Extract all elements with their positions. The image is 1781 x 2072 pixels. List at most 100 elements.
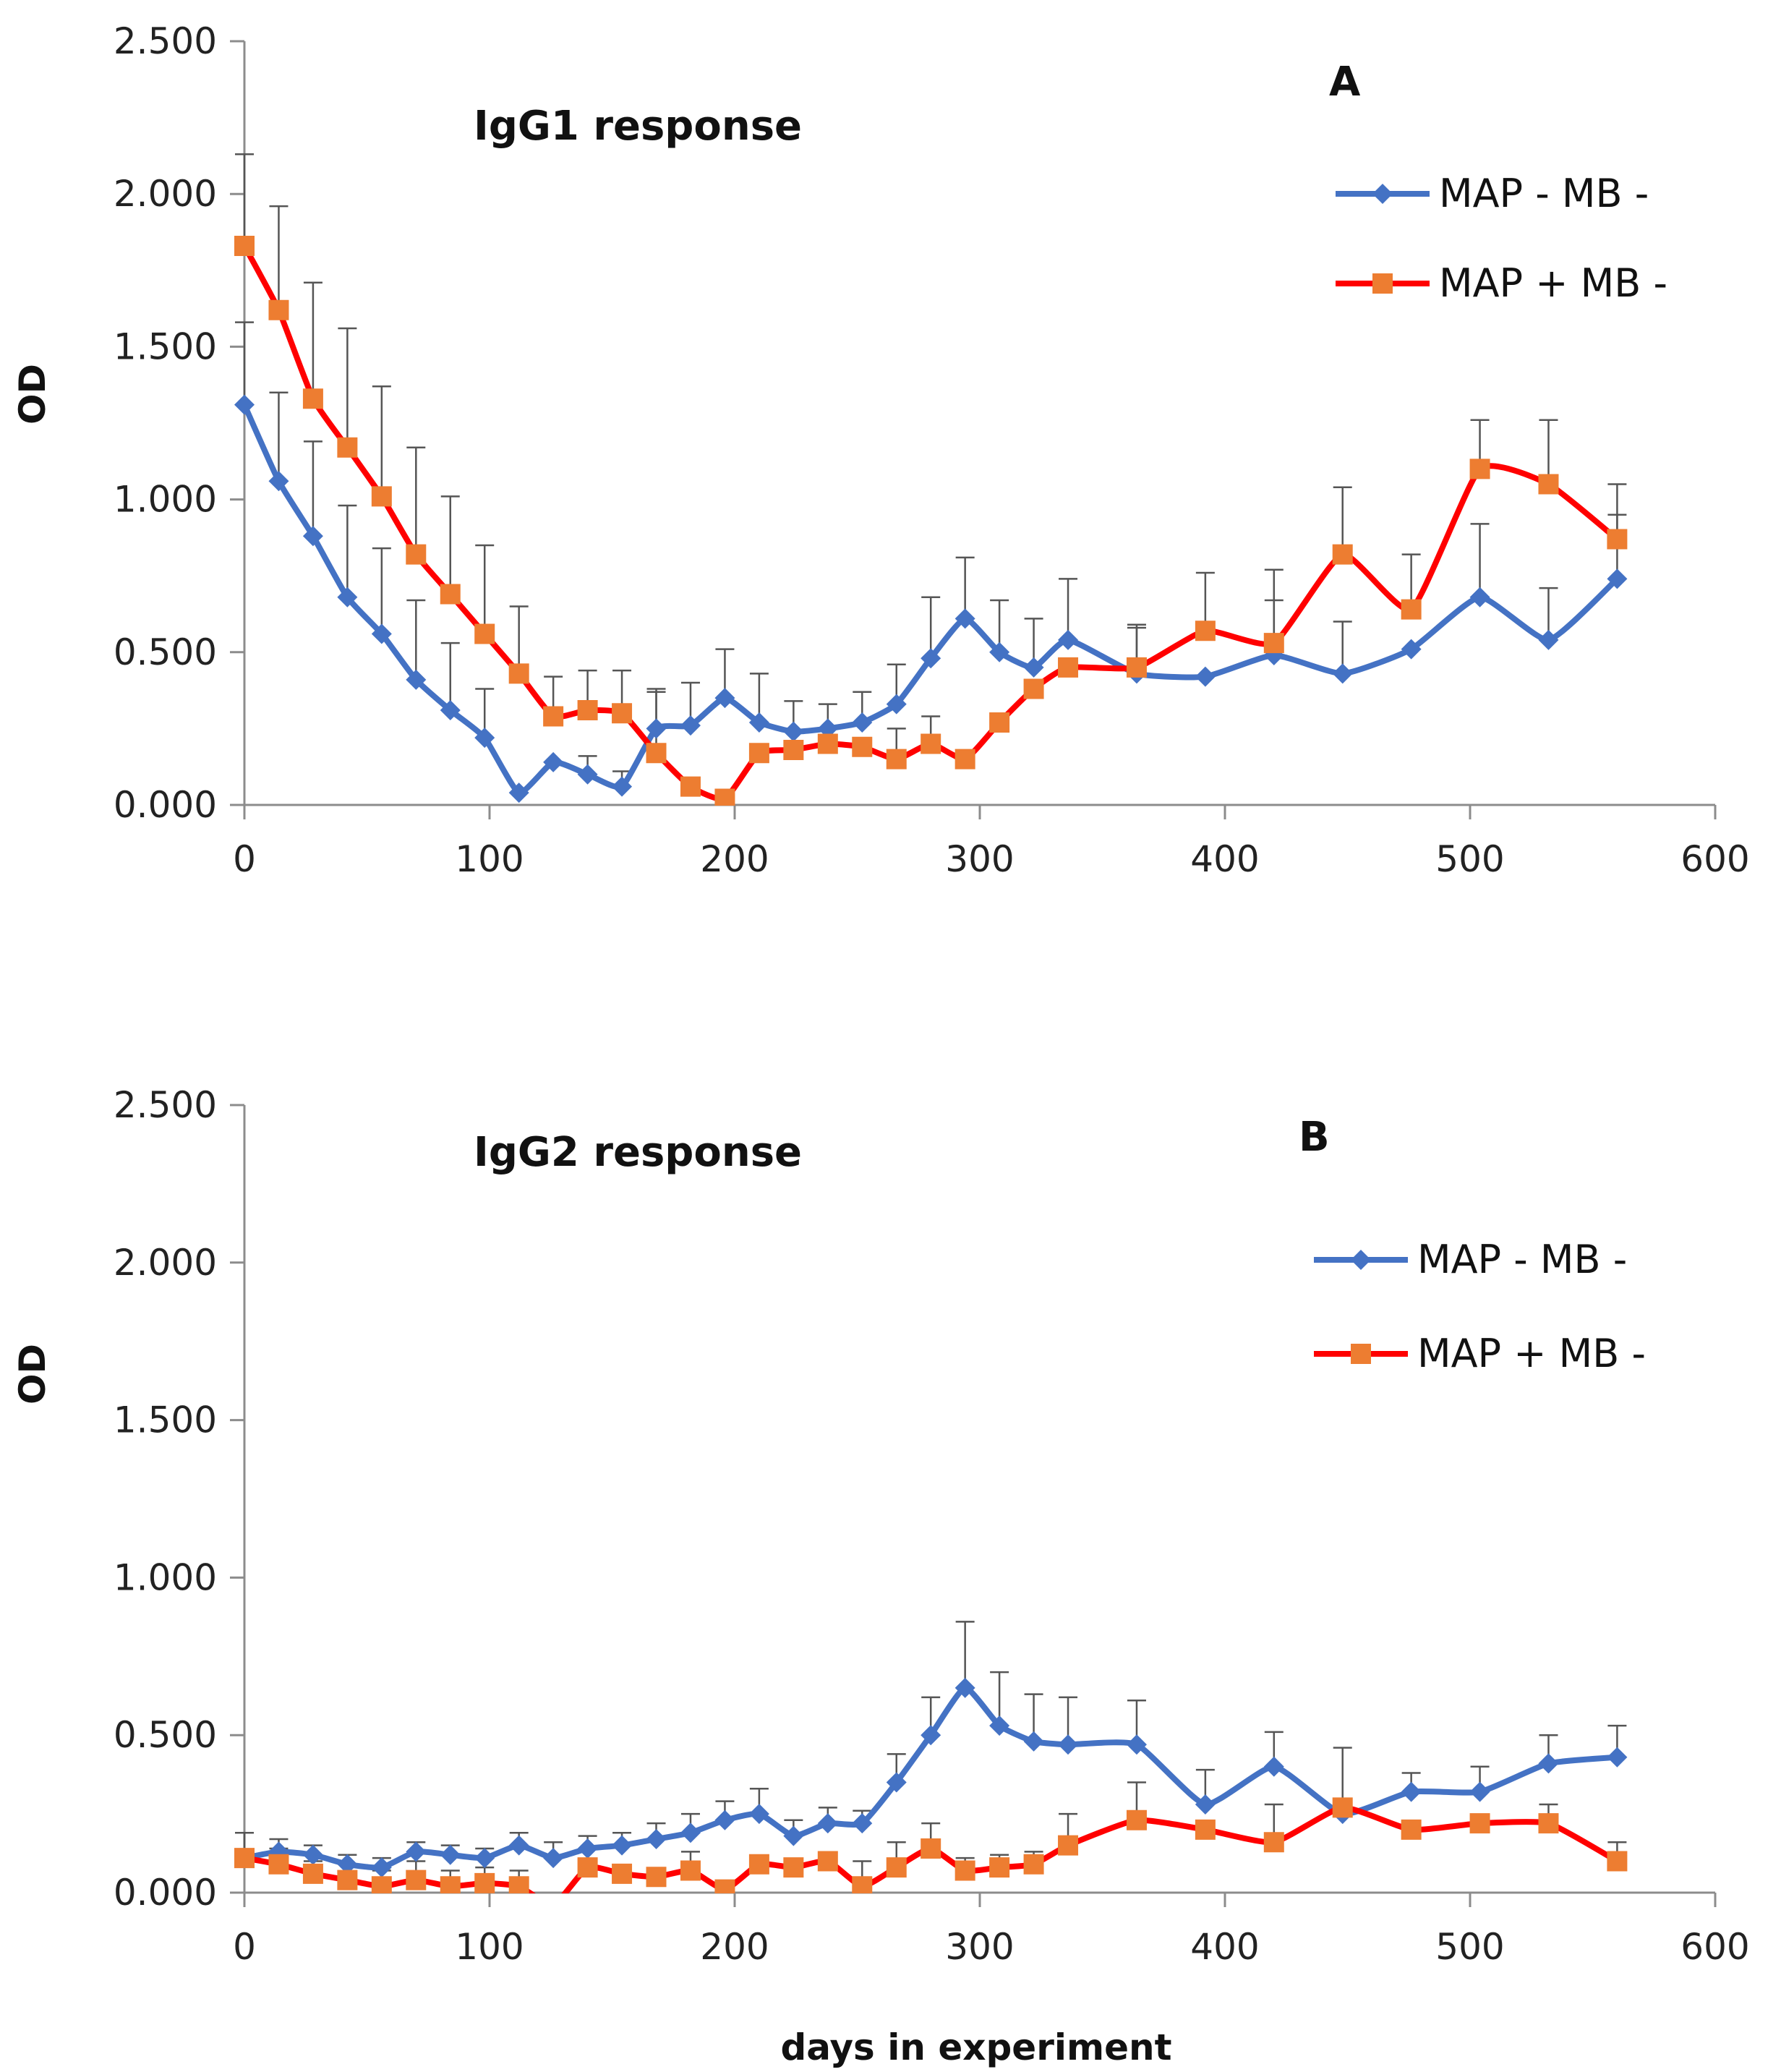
panel-b-data-point-1 (406, 1870, 427, 1890)
panel-b-y-tick-label: 0.000 (114, 1872, 217, 1914)
panel-a-data-point-0 (783, 721, 804, 742)
panel-a-data-point-0 (1401, 639, 1422, 660)
panel-b-legend-text-1: MAP + MB - (1417, 1331, 1646, 1376)
panel-a-data-point-1 (748, 743, 769, 764)
panel-a-data-point-0 (543, 751, 564, 772)
panel-b-data-point-0 (474, 1848, 495, 1869)
panel-a-data-point-1 (508, 663, 529, 684)
panel-a-data-point-1 (1401, 599, 1422, 620)
panel-b-data-point-0 (1058, 1734, 1079, 1755)
panel-b-data-point-1 (234, 1848, 255, 1869)
panel-b-data-point-0 (1195, 1794, 1216, 1815)
panel-a-legend-text-1: MAP + MB - (1439, 260, 1667, 306)
panel-b-data-point-1 (1126, 1809, 1147, 1830)
panel-b-data-point-1 (852, 1876, 873, 1893)
panel-a-data-point-0 (1023, 657, 1044, 678)
panel-a-legend-item-0: MAP - MB - (1336, 171, 1649, 216)
panel-b-data-point-0 (337, 1854, 358, 1875)
panel-a-y-tick-label: 1.500 (114, 325, 217, 367)
panel-a-data-point-0 (680, 715, 701, 736)
panel-b-data-point-0 (508, 1835, 529, 1856)
panel-b-data-point-0 (406, 1841, 427, 1862)
panel-a-data-point-1 (921, 733, 941, 754)
panel-a-data-point-1 (268, 299, 289, 320)
panel-a-data-point-1 (577, 700, 598, 721)
panel-a-data-point-1 (234, 236, 255, 257)
panel-b-data-point-1 (886, 1857, 907, 1878)
panel-b-data-point-1 (268, 1854, 289, 1875)
panel-b-data-point-0 (1401, 1781, 1422, 1802)
panel-a-data-point-0 (302, 526, 323, 547)
panel-a-data-point-1 (680, 776, 701, 797)
panel-b-data-point-1 (1469, 1813, 1490, 1834)
panel-b-data-point-0 (1469, 1781, 1490, 1802)
panel-a-data-point-1 (989, 712, 1010, 733)
panel-b-data-point-0 (1263, 1756, 1284, 1777)
panel-a-data-point-0 (577, 764, 598, 785)
panel-a-y-tick-label: 0.000 (114, 784, 217, 826)
panel-b-data-point-1 (680, 1860, 701, 1881)
panel-b-data-point-0 (783, 1825, 804, 1846)
panel-a-data-point-0 (886, 694, 907, 715)
panel-b-data-point-1 (921, 1838, 941, 1859)
panel-a-data-point-0 (1469, 587, 1490, 607)
panel-a-x-tick-label: 100 (455, 838, 524, 880)
panel-a-y-tick-label: 2.500 (114, 20, 217, 62)
panel-b-x-tick-label: 400 (1190, 1926, 1259, 1968)
panel-b-legend: MAP - MB - MAP + MB - (1314, 1237, 1646, 1376)
panel-a-data-point-0 (508, 783, 529, 803)
panel-a-data-point-1 (783, 739, 804, 760)
panel-a-data-point-0 (474, 728, 495, 749)
panel-a-data-point-0 (817, 718, 838, 739)
panel-b-data-point-0 (440, 1844, 461, 1865)
panel-b-data-point-0 (989, 1715, 1010, 1736)
panel-b-data-point-1 (440, 1876, 461, 1893)
panel-b-series (234, 1621, 1628, 1915)
panel-a-legend-marker-0 (1372, 184, 1393, 204)
panel-a-data-point-1 (852, 736, 873, 757)
panel-a-data-point-0 (1058, 629, 1079, 650)
panel-a-data-point-1 (543, 706, 564, 727)
panel-a-y-axis-label: OD (12, 364, 54, 425)
panel-b-data-point-0 (748, 1804, 769, 1825)
panel-a-data-point-1 (612, 703, 633, 724)
panel-b-x-axis-label: days in experiment (780, 2026, 1171, 2068)
panel-a-data-point-0 (371, 623, 392, 644)
panel-b-data-point-0 (1023, 1731, 1044, 1752)
panel-a-data-point-0 (406, 669, 427, 690)
panel-b-title: IgG2 response (474, 1129, 802, 1176)
panel-b-data-point-1 (474, 1872, 495, 1893)
panel-b-data-point-1 (302, 1863, 323, 1884)
panel-b-data-point-0 (371, 1857, 392, 1878)
panel-a-x-tick-label: 300 (945, 838, 1014, 880)
panel-a-data-point-0 (921, 648, 941, 669)
panel-b-x-tick-label: 0 (233, 1926, 256, 1968)
panel-a-title: IgG1 response (474, 103, 802, 150)
panel-b-label: B (1299, 1114, 1330, 1161)
panel-a-data-point-1 (440, 584, 461, 605)
panel-b-data-point-0 (577, 1838, 598, 1859)
panel-b-data-point-0 (1607, 1747, 1628, 1768)
panel-a-axes: 0.000 0.500 1.000 1.500 2.000 2.500 0 100 200 300… (114, 20, 1750, 880)
panel-b-legend-marker-0 (1351, 1250, 1371, 1270)
panel-a-data-point-1 (886, 749, 907, 769)
panel-b-data-point-1 (371, 1876, 392, 1893)
panel-b-data-point-1 (543, 1895, 563, 1915)
panel-b-data-point-0 (817, 1813, 838, 1834)
panel-a-data-point-0 (234, 394, 255, 415)
panel-a-chart: 0.000 0.500 1.000 1.500 2.000 2.500 0 100 200 300… (12, 20, 1750, 880)
panel-a-x-tick-label: 0 (233, 838, 256, 880)
panel-b-legend-item-1: MAP + MB - (1314, 1331, 1646, 1376)
panel-b-data-point-1 (954, 1860, 975, 1881)
panel-a-x-tick-label: 200 (700, 838, 769, 880)
panel-a-data-point-1 (406, 544, 427, 565)
panel-b-data-point-0 (302, 1844, 323, 1865)
panel-b-data-point-0 (921, 1725, 941, 1746)
panel-a-data-point-0 (337, 587, 358, 607)
panel-b-data-point-0 (1126, 1734, 1147, 1755)
panel-a-data-point-1 (1538, 474, 1559, 495)
panel-a-data-point-1 (1126, 657, 1147, 678)
panel-a-y-tick-label: 0.500 (114, 631, 217, 673)
panel-b-data-point-1 (783, 1857, 804, 1878)
